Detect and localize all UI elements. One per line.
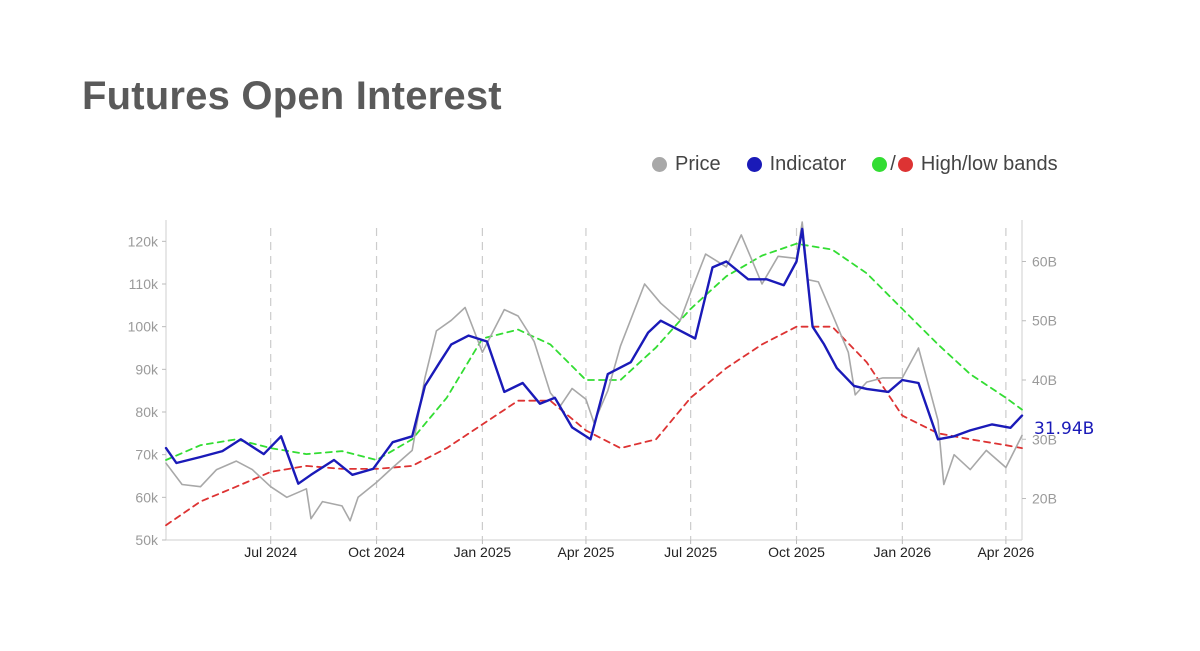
x-tick-label: Apr 2026 [977,544,1034,560]
legend-label-price: Price [675,153,721,175]
y-left-tick-label: 120k [128,233,159,249]
y-left-tick-label: 100k [128,319,159,335]
legend-item-bands[interactable]: / High/low bands [872,153,1058,176]
chart-legend: Price Indicator / High/low bands [652,153,1058,176]
x-tick-label: Jul 2024 [244,544,297,560]
low-band-series-line[interactable] [165,325,1023,527]
y-left-tick-label: 50k [135,532,159,548]
y-left-tick-label: 110k [129,276,159,292]
x-tick-label: Apr 2025 [558,544,615,560]
price-legend-dot-icon [652,157,667,172]
indicator-legend-dot-icon [746,157,762,172]
y-left-tick-label: 60k [135,489,159,505]
legend-label-bands: High/low bands [920,153,1058,175]
x-tick-label: Oct 2024 [348,544,405,560]
indicator-last-value-label: 31.94B [1034,419,1094,439]
x-tick-label: Jan 2025 [454,544,512,560]
y-left-tick-label: 90k [135,361,159,377]
page-title: Futures Open Interest [82,74,502,118]
y-left-tick-label: 80k [135,404,159,420]
y-right-tick-label: 50B [1032,313,1057,329]
legend-label-indicator: Indicator [769,153,847,175]
legend-item-indicator[interactable]: Indicator [746,153,847,176]
x-tick-label: Jul 2025 [664,544,717,560]
y-right-tick-label: 40B [1032,372,1057,388]
y-right-tick-label: 30B [1032,431,1057,447]
high-band-legend-dot-icon [872,157,888,172]
y-right-tick-label: 20B [1032,491,1057,507]
x-tick-label: Jan 2026 [874,544,932,560]
indicator-series-line[interactable] [164,227,1024,485]
x-tick-label: Oct 2025 [768,544,825,560]
legend-item-price[interactable]: Price [652,153,721,176]
y-left-tick-label: 70k [135,447,159,463]
y-right-tick-label: 60B [1032,253,1057,269]
low-band-legend-dot-icon [897,157,913,172]
legend-separator: / [890,153,896,175]
high-band-series-line[interactable] [165,242,1023,461]
